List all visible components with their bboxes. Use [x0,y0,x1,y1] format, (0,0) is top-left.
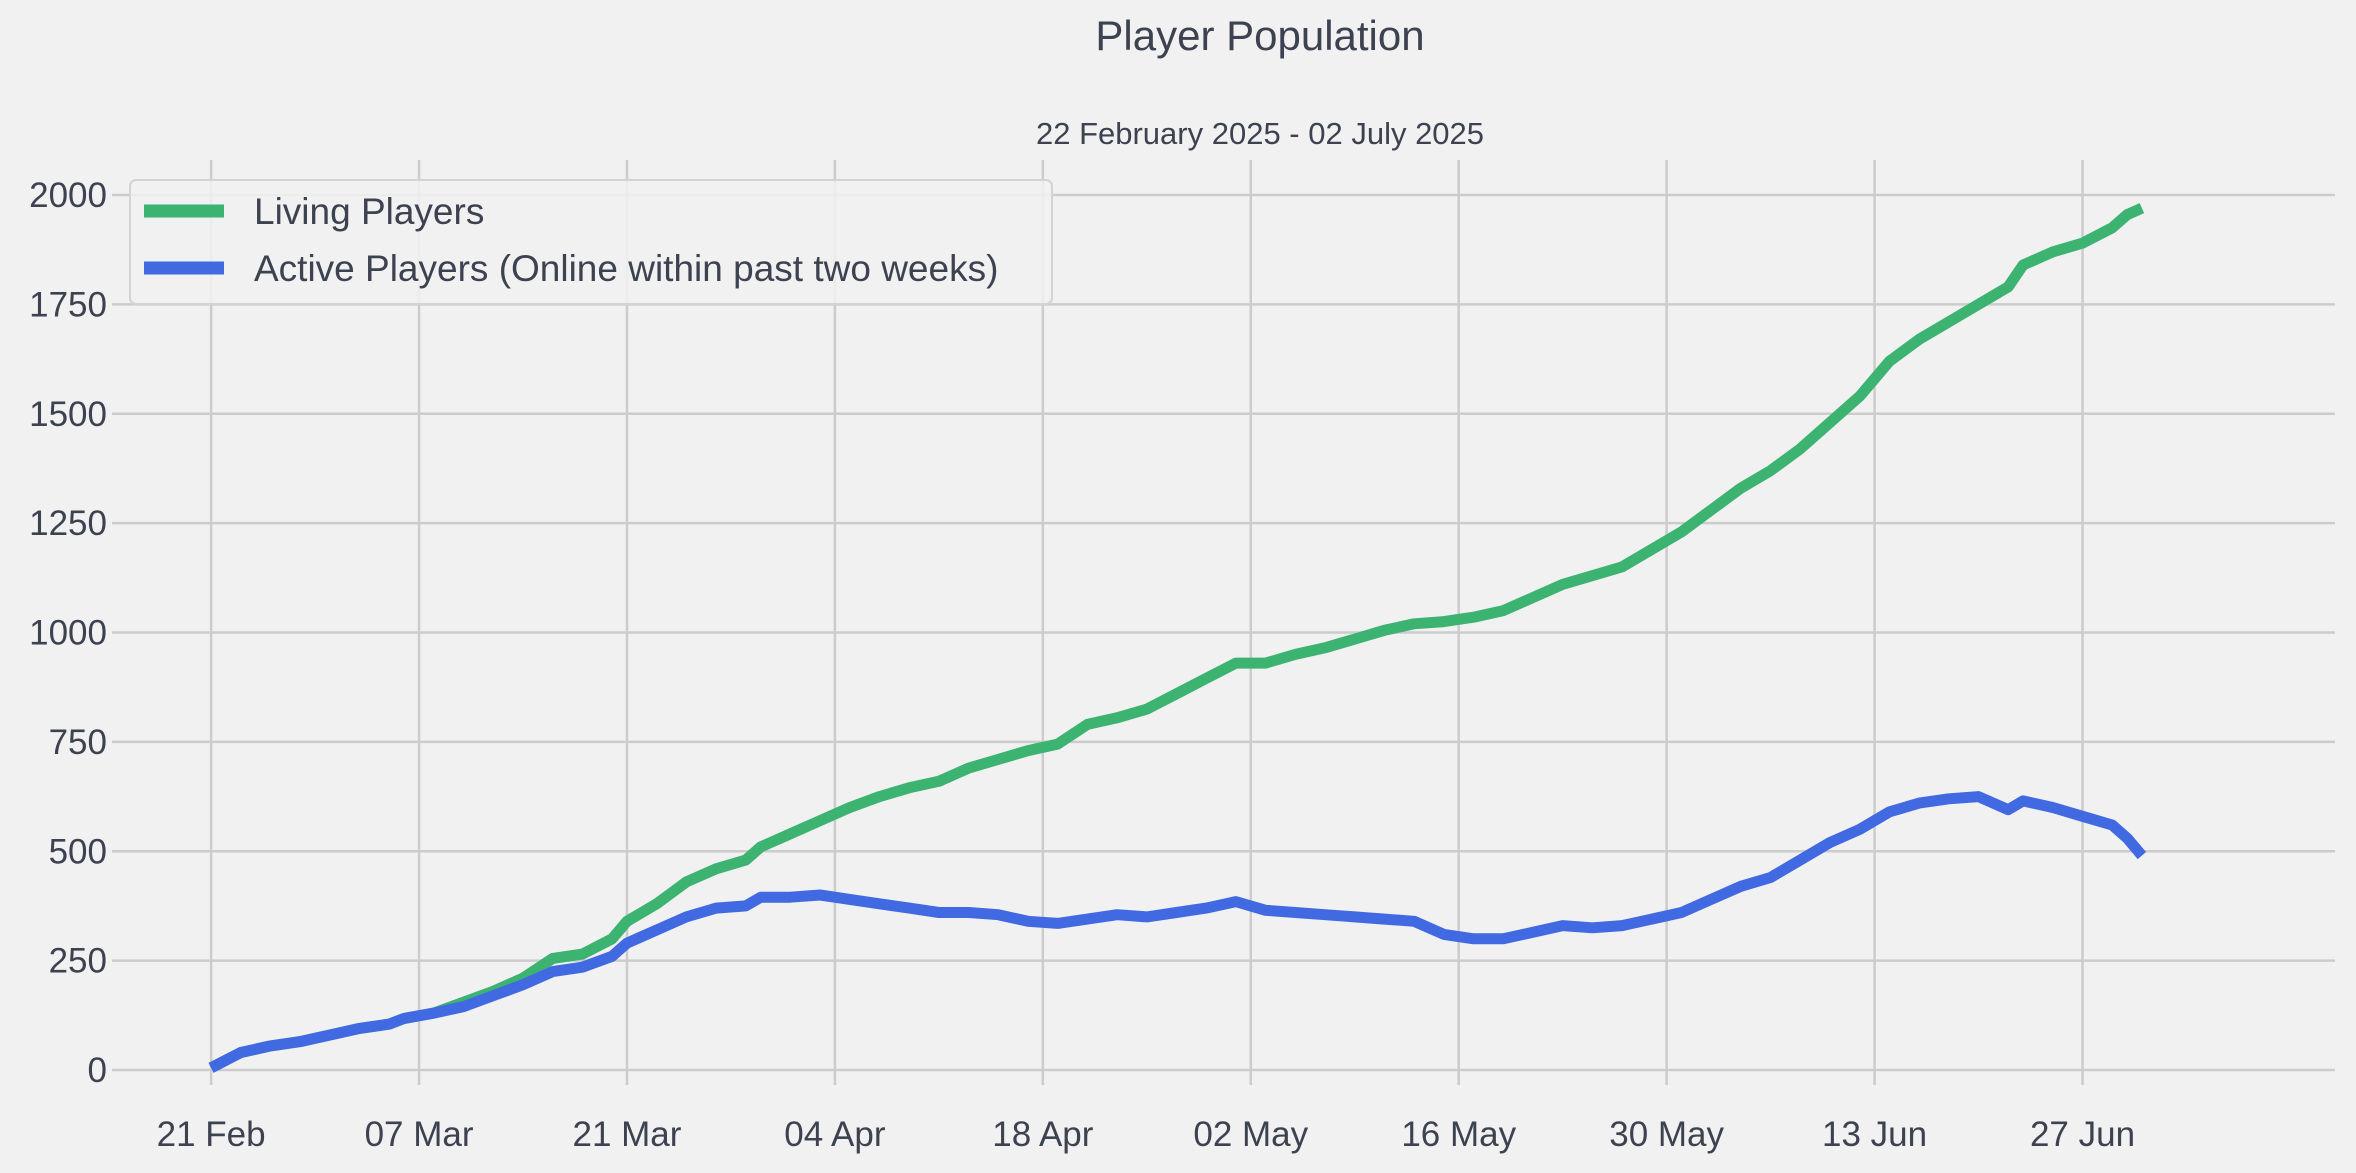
legend-label-living-players: Living Players [254,191,484,232]
x-tick-label-9: 27 Jun [2030,1115,2135,1154]
x-tick-label-6: 16 May [1401,1115,1516,1154]
chart-subtitle: 22 February 2025 - 02 July 2025 [1036,116,1484,151]
series-line-1 [208,791,2147,1073]
x-tick-label-7: 30 May [1609,1115,1724,1154]
x-tick-label-8: 13 Jun [1822,1115,1927,1154]
y-tick-label-750: 750 [49,723,107,762]
series-line-0 [208,203,2145,1073]
x-tick-label-5: 02 May [1193,1115,1308,1154]
y-tick-label-1000: 1000 [29,614,107,653]
series-lines [208,203,2147,1073]
y-tick-label-1250: 1250 [29,504,107,543]
y-tick-label-0: 0 [88,1051,107,1090]
y-tick-label-2000: 2000 [29,176,107,215]
x-tick-label-2: 21 Mar [573,1115,682,1154]
legend-label-active-players: Active Players (Online within past two w… [254,248,998,289]
x-tick-label-4: 18 Apr [992,1115,1094,1154]
legend: Living Players Active Players (Online wi… [129,179,1053,305]
legend-box [129,179,1053,305]
y-tick-label-250: 250 [49,942,107,981]
grid [112,160,2335,1085]
chart-title: Player Population [1095,12,1424,59]
y-tick-label-500: 500 [49,832,107,871]
x-tick-label-0: 21 Feb [157,1115,266,1154]
y-tick-label-1750: 1750 [29,285,107,324]
axis-ticks: 0 250 500 750 1000 1250 1500 1750 2000 21 Feb 07 M… [29,176,2135,1154]
x-tick-label-3: 04 Apr [784,1115,886,1154]
y-tick-label-1500: 1500 [29,395,107,434]
x-tick-label-1: 07 Mar [365,1115,474,1154]
